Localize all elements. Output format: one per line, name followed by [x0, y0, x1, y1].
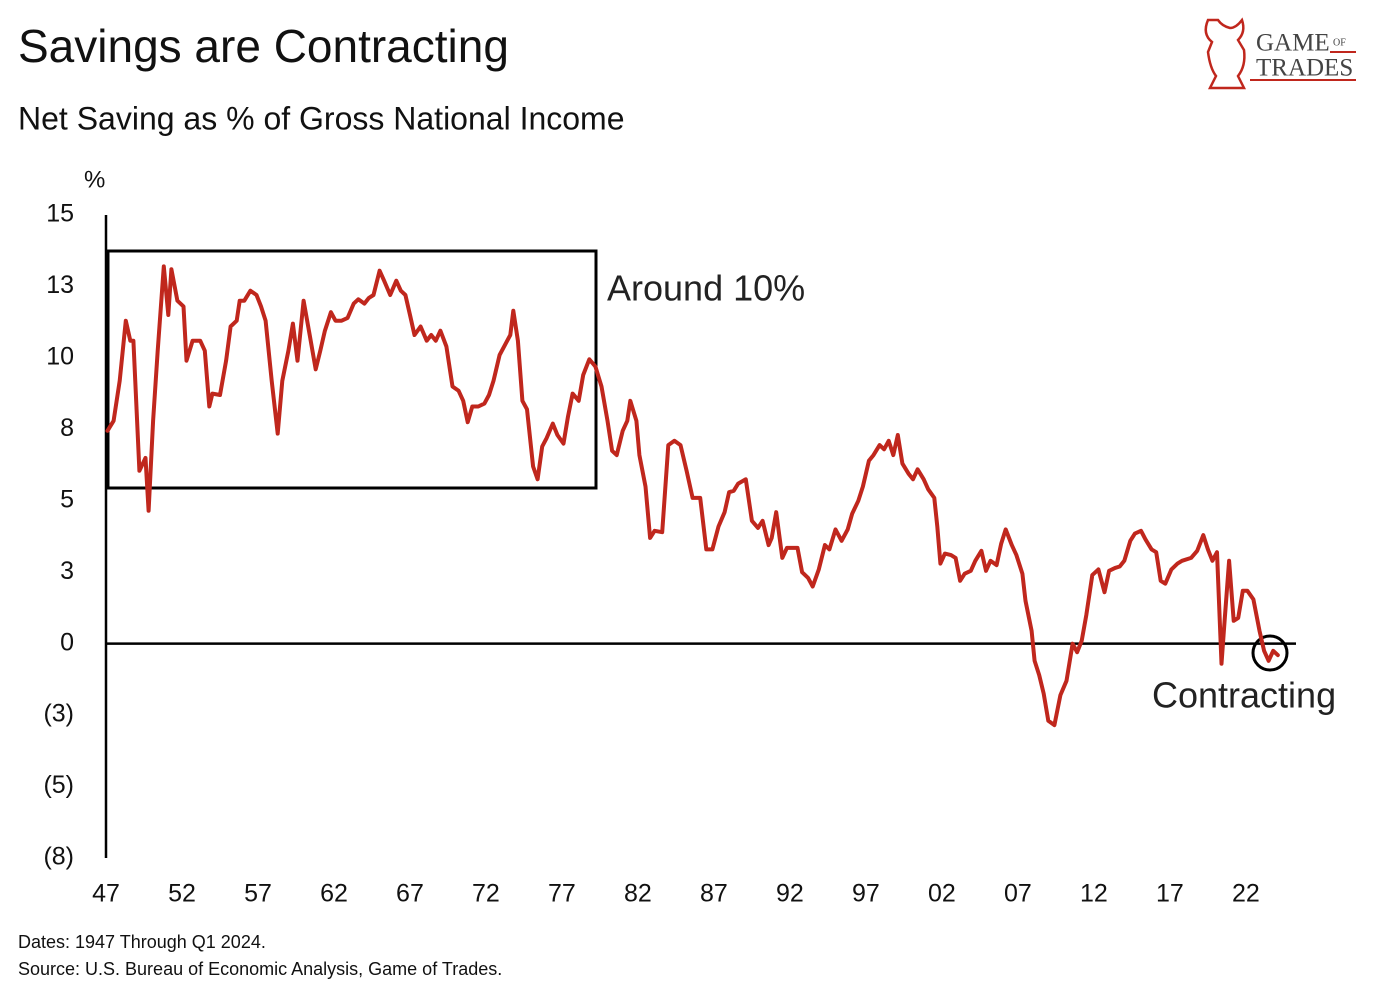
- logo-text: OF: [1333, 37, 1346, 48]
- x-tick-label: 67: [396, 880, 424, 908]
- y-tick-label: (8): [43, 843, 74, 871]
- x-tick-label: 77: [548, 880, 576, 908]
- x-tick-label: 52: [168, 880, 196, 908]
- y-tick-label: 8: [60, 414, 74, 442]
- x-tick-label: 57: [244, 880, 272, 908]
- logo-text: GAME: [1256, 30, 1330, 57]
- logo: GAME OF TRADES: [1204, 17, 1356, 90]
- chart-subtitle: Net Saving as % of Gross National Income: [18, 100, 625, 136]
- y-tick-label: 15: [46, 200, 74, 228]
- y-tick-label: 3: [60, 557, 74, 585]
- x-tick-label: 02: [928, 880, 956, 908]
- y-tick-label: (5): [43, 771, 74, 799]
- y-tick-label: 0: [60, 628, 74, 656]
- logo-icon: [1204, 17, 1247, 90]
- data-line: [105, 264, 1280, 728]
- logo-text: TRADES: [1256, 55, 1353, 82]
- x-tick-label: 92: [776, 880, 804, 908]
- x-tick-label: 62: [320, 880, 348, 908]
- x-tick-label: 22: [1232, 880, 1260, 908]
- annotation: Around 10%: [607, 268, 805, 309]
- x-tick-label: 17: [1156, 880, 1184, 908]
- y-tick-label: 10: [46, 342, 74, 370]
- y-axis-label: %: [84, 166, 105, 193]
- x-tick-label: 47: [92, 880, 120, 908]
- x-tick-label: 97: [852, 880, 880, 908]
- highlight-circle: [1251, 634, 1289, 672]
- x-tick-label: 82: [624, 880, 652, 908]
- y-tick-label: 13: [46, 271, 74, 299]
- highlight-box: [106, 249, 598, 490]
- x-tick-label: 12: [1080, 880, 1108, 908]
- footnote: Source: U.S. Bureau of Economic Analysis…: [18, 959, 502, 979]
- x-tick-label: 07: [1004, 880, 1032, 908]
- annotation: Contracting: [1152, 675, 1336, 716]
- y-tick-label: 5: [60, 485, 74, 513]
- x-tick-label: 87: [700, 880, 728, 908]
- chart-title: Savings are Contracting: [18, 20, 509, 72]
- y-tick-label: (3): [43, 700, 74, 728]
- footnote: Dates: 1947 Through Q1 2024.: [18, 932, 266, 952]
- x-tick-label: 72: [472, 880, 500, 908]
